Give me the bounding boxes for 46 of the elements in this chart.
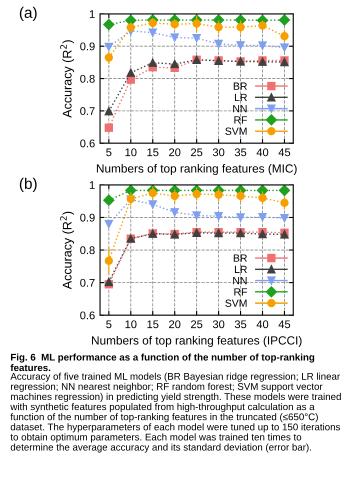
- legend-label: BR: [234, 82, 247, 90]
- y-tick-label: 0.6: [80, 139, 95, 148]
- y-tick-label: 0.7: [80, 107, 95, 116]
- x-tick-label: 10: [125, 148, 137, 156]
- legend-label: NN: [233, 105, 247, 112]
- x-tick-label: 10: [125, 320, 137, 328]
- legend-label: RF: [234, 116, 247, 124]
- y-tick-label: 1: [90, 181, 95, 189]
- x-tick-label: 15: [147, 148, 158, 156]
- x-tick-label: 45: [278, 320, 290, 328]
- legend-label: NN: [233, 277, 247, 284]
- legend-label: SVM: [225, 128, 247, 135]
- legend-label: RF: [234, 288, 247, 296]
- x-tick-label: 45: [278, 148, 290, 156]
- x-tick-label: 40: [256, 148, 268, 156]
- y-tick-label: 0.9: [80, 214, 95, 222]
- x-tick-label: 25: [191, 320, 202, 328]
- legend-label: LR: [234, 266, 247, 273]
- legend-label: SVM: [225, 299, 247, 307]
- x-tick-label: 30: [212, 320, 224, 328]
- y-tick-label: 0.6: [80, 311, 95, 320]
- chart-title: (b): [20, 178, 37, 192]
- x-axis-title: Numbers of top ranking features (IPCCI): [92, 336, 302, 347]
- y-tick-label: 0.8: [80, 74, 95, 83]
- y-tick-label: 0.8: [80, 246, 95, 254]
- x-tick-label: 35: [234, 320, 246, 328]
- y-axis-title: Accuracy (R$^{2}$): [60, 212, 74, 290]
- legend-label: BR: [234, 254, 247, 262]
- x-tick-label: 5: [106, 320, 112, 328]
- x-tick-label: 5: [106, 148, 112, 156]
- y-tick-label: 0.7: [80, 278, 95, 287]
- y-tick-label: 1: [90, 10, 95, 18]
- chart-title: (a): [20, 6, 37, 22]
- text: Accuracy of five trained ML models (BR Bayesian ridge regression; LR linear regression; NN nearest neighbor; RF random forest; SVM support vector machines regression) in predicting yield strength. These models were trained with synthetic features populated from high-throughput calculation as a function of the number of top-ranking features in the truncated (≤650°C) dataset. The hyperparameters of each model were tuned up to 150 iterations to obtain optimum parameters. Each model was trained ten times to determine the average accuracy and its standard deviation (error bar).: [10, 372, 341, 453]
- x-tick-label: 20: [169, 148, 180, 156]
- x-tick-label: 15: [147, 320, 158, 328]
- caption: Fig. 6 ML performance as a function of the number of top-ranking features.: [10, 354, 314, 372]
- x-tick-label: 20: [169, 320, 180, 328]
- y-axis-title: Accuracy (R$^{2}$): [60, 40, 74, 118]
- x-tick-label: 30: [212, 148, 224, 156]
- x-tick-label: 25: [191, 148, 202, 156]
- legend-label: LR: [234, 94, 247, 101]
- x-axis-title: Numbers of top ranking features (MIC): [96, 164, 297, 175]
- x-tick-label: 35: [234, 148, 246, 156]
- x-tick-label: 40: [256, 320, 268, 328]
- y-tick-label: 0.9: [80, 42, 95, 50]
